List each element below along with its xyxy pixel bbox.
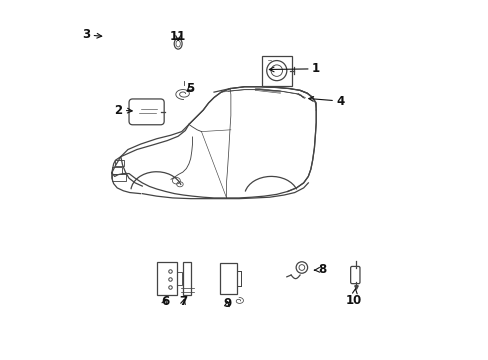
Text: 3: 3: [82, 28, 102, 41]
Bar: [112, 174, 125, 181]
Text: 9: 9: [223, 297, 231, 310]
Bar: [183, 262, 191, 295]
Text: 1: 1: [269, 62, 320, 75]
Text: 6: 6: [161, 296, 169, 309]
Text: 11: 11: [170, 30, 186, 43]
Text: 2: 2: [114, 104, 132, 117]
Text: 8: 8: [314, 263, 326, 276]
Bar: [219, 263, 237, 294]
Text: 5: 5: [185, 82, 194, 95]
Text: 7: 7: [179, 296, 187, 309]
Bar: [177, 272, 182, 285]
Text: 10: 10: [345, 289, 361, 307]
Bar: [115, 160, 124, 166]
Bar: [157, 262, 177, 295]
Text: 4: 4: [308, 95, 344, 108]
Bar: [112, 167, 122, 174]
